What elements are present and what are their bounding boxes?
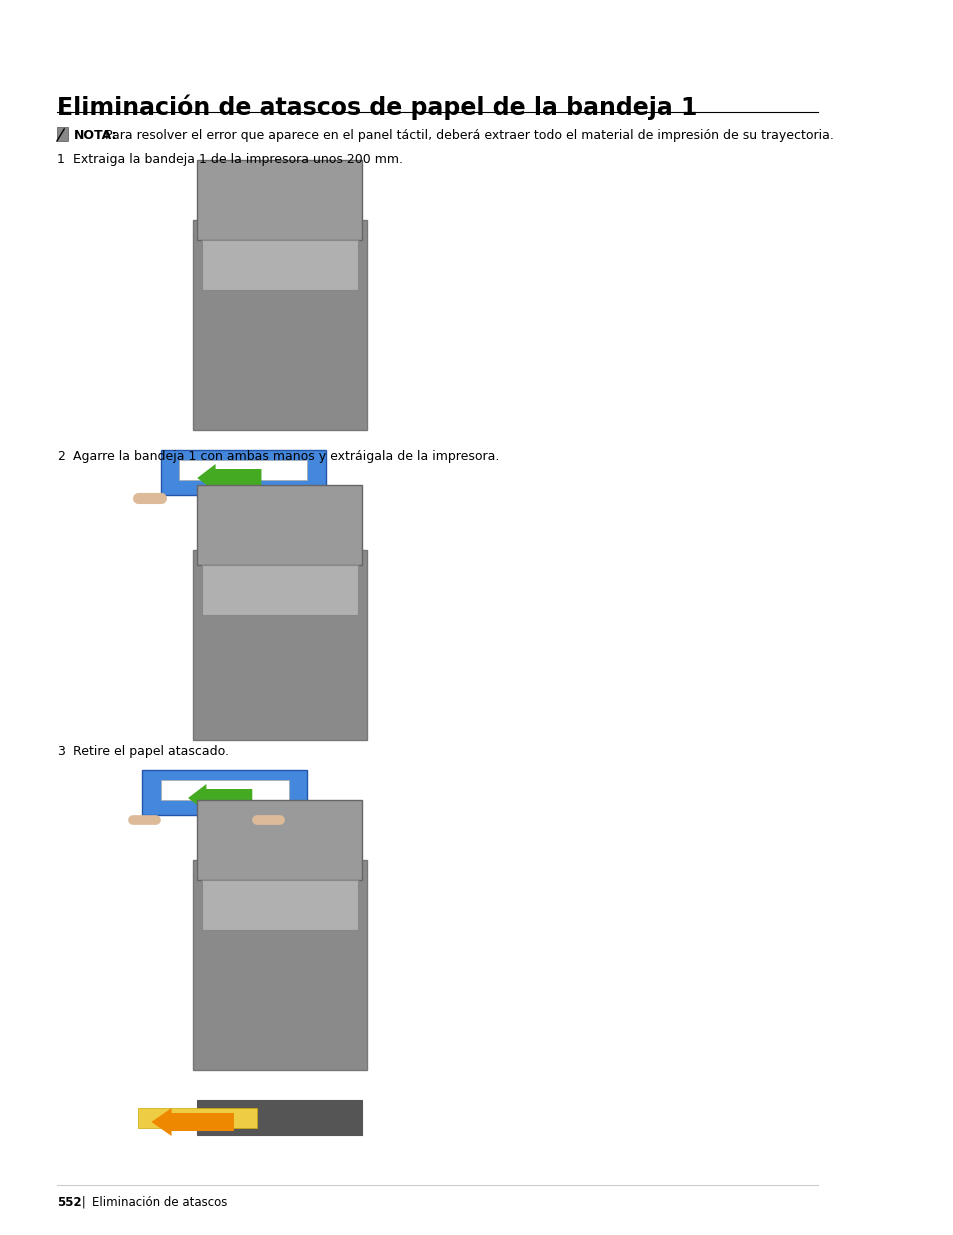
Text: Para resolver el error que aparece en el panel táctil, deberá extraer todo el ma: Para resolver el error que aparece en el… <box>101 128 833 142</box>
FancyBboxPatch shape <box>142 769 307 815</box>
FancyArrow shape <box>197 464 261 492</box>
Text: |: | <box>78 1195 93 1209</box>
FancyArrow shape <box>152 1108 233 1136</box>
Text: Agarre la bandeja 1 con ambas manos y extráigala de la impresora.: Agarre la bandeja 1 con ambas manos y ex… <box>73 450 499 463</box>
FancyBboxPatch shape <box>202 240 357 290</box>
FancyBboxPatch shape <box>193 550 367 740</box>
Text: 2: 2 <box>57 450 65 463</box>
Text: 3: 3 <box>57 745 65 758</box>
FancyBboxPatch shape <box>193 220 367 430</box>
Text: Eliminación de atascos de papel de la bandeja 1: Eliminación de atascos de papel de la ba… <box>57 95 697 121</box>
FancyBboxPatch shape <box>197 800 362 881</box>
FancyBboxPatch shape <box>197 485 362 564</box>
Text: 1: 1 <box>57 153 65 165</box>
FancyBboxPatch shape <box>57 127 68 141</box>
FancyBboxPatch shape <box>193 860 367 1070</box>
FancyBboxPatch shape <box>160 781 289 800</box>
Text: Eliminación de atascos: Eliminación de atascos <box>91 1195 227 1209</box>
Text: 552: 552 <box>57 1195 81 1209</box>
Text: NOTA:: NOTA: <box>73 128 117 142</box>
FancyBboxPatch shape <box>202 564 357 615</box>
FancyBboxPatch shape <box>202 881 357 930</box>
FancyBboxPatch shape <box>179 459 307 480</box>
Text: Retire el papel atascado.: Retire el papel atascado. <box>73 745 229 758</box>
FancyBboxPatch shape <box>137 1108 256 1128</box>
FancyBboxPatch shape <box>160 450 325 495</box>
FancyArrow shape <box>188 784 252 811</box>
FancyBboxPatch shape <box>197 1100 362 1135</box>
FancyBboxPatch shape <box>197 161 362 240</box>
Text: Extraiga la bandeja 1 de la impresora unos 200 mm.: Extraiga la bandeja 1 de la impresora un… <box>73 153 403 165</box>
